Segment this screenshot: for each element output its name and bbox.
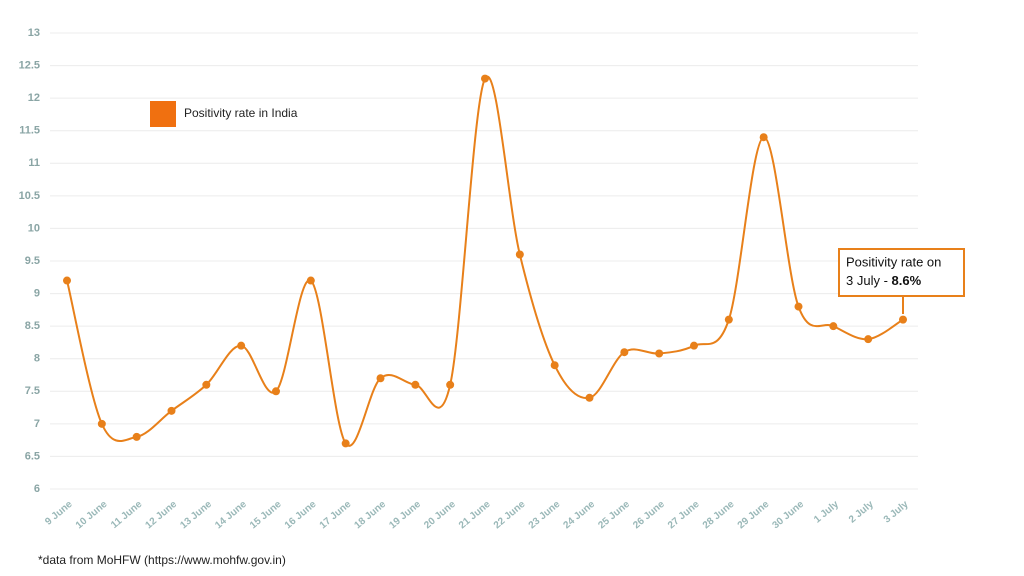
y-tick-label: 7.5	[25, 385, 40, 397]
x-tick-label: 9 June	[43, 499, 75, 528]
y-tick-label: 6	[34, 483, 40, 495]
data-point	[724, 315, 733, 324]
y-tick-label: 11.5	[19, 125, 40, 137]
x-tick-label: 29 June	[736, 499, 772, 532]
data-point	[237, 341, 246, 350]
x-tick-label: 1 July	[812, 499, 841, 526]
data-point	[585, 393, 594, 402]
legend-label: Positivity rate in India	[184, 106, 298, 120]
annotation-box	[838, 248, 965, 297]
x-tick-label: 18 June	[353, 499, 389, 532]
annotation-line: Positivity rate on	[846, 254, 941, 269]
data-point	[899, 315, 907, 324]
y-tick-label: 10.5	[19, 190, 40, 202]
data-point	[272, 387, 280, 396]
data-point	[829, 322, 838, 331]
x-tick-label: 24 June	[562, 499, 598, 532]
data-point	[446, 380, 455, 389]
data-point	[620, 348, 629, 357]
series-line	[66, 75, 904, 447]
y-tick-label: 6.5	[25, 450, 40, 462]
y-tick-label: 8	[34, 353, 40, 365]
annotation-text: 3 July -	[846, 273, 892, 288]
data-point	[550, 361, 559, 370]
y-tick-label: 10	[28, 222, 40, 234]
footnote: *data from MoHFW (https://www.mohfw.gov.…	[38, 553, 286, 567]
y-tick-label: 12.5	[19, 59, 40, 71]
data-point	[794, 302, 803, 311]
data-point	[759, 133, 768, 142]
data-point	[167, 406, 176, 415]
x-tick-label: 25 June	[596, 499, 632, 532]
x-tick-label: 14 June	[213, 499, 249, 532]
legend-swatch	[150, 101, 176, 127]
data-point	[132, 432, 141, 441]
x-tick-label: 13 June	[178, 499, 214, 532]
y-tick-label: 9.5	[25, 255, 40, 267]
y-tick-label: 13	[28, 27, 40, 39]
data-point	[690, 341, 698, 350]
x-tick-label: 15 June	[248, 499, 284, 532]
x-tick-label: 21 June	[457, 499, 493, 532]
x-tick-label: 2 July	[847, 499, 876, 526]
x-tick-label: 26 June	[631, 499, 667, 532]
y-tick-label: 7	[34, 418, 40, 430]
x-tick-label: 16 June	[283, 499, 319, 532]
data-point	[376, 374, 385, 383]
data-point	[515, 250, 524, 259]
y-tick-label: 11	[28, 157, 40, 169]
x-tick-label: 19 June	[387, 499, 423, 532]
x-tick-label: 3 July	[882, 499, 911, 526]
data-point	[63, 276, 71, 285]
x-tick-label: 27 June	[666, 499, 702, 532]
x-tick-label: 10 June	[74, 499, 110, 532]
x-tick-label: 22 June	[492, 499, 528, 532]
annotation-value: 8.6%	[892, 273, 922, 288]
x-tick-label: 17 June	[318, 499, 354, 532]
data-point	[341, 439, 350, 448]
y-tick-label: 9	[34, 287, 40, 299]
data-point	[655, 349, 664, 358]
x-tick-label: 28 June	[701, 499, 737, 532]
data-point	[97, 419, 106, 428]
x-tick-label: 12 June	[144, 499, 180, 532]
data-point	[411, 380, 420, 389]
y-tick-label: 12	[28, 92, 40, 104]
data-point	[481, 74, 489, 83]
x-tick-label: 20 June	[422, 499, 458, 532]
x-tick-label: 11 June	[109, 499, 145, 531]
data-point	[202, 380, 211, 389]
data-point	[864, 335, 873, 344]
data-point	[306, 276, 315, 285]
y-tick-label: 8.5	[25, 320, 40, 332]
x-tick-label: 30 June	[771, 499, 807, 532]
annotation-line: 3 July - 8.6%	[846, 273, 922, 288]
x-tick-label: 23 June	[527, 499, 563, 532]
